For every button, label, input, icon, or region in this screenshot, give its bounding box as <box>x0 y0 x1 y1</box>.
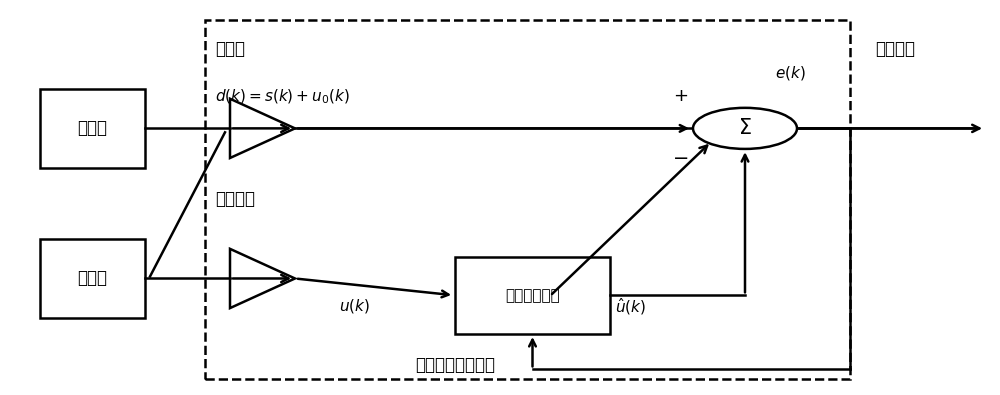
Text: −: − <box>673 149 689 168</box>
Text: $e(k)$: $e(k)$ <box>775 64 806 82</box>
Text: 信号源: 信号源 <box>78 119 108 137</box>
Text: $d(k)=s(k)+u_0(k)$: $d(k)=s(k)+u_0(k)$ <box>215 88 350 106</box>
FancyBboxPatch shape <box>455 257 610 334</box>
Circle shape <box>693 108 797 149</box>
Text: 自适应滤波器: 自适应滤波器 <box>505 288 560 303</box>
Text: 噪声源: 噪声源 <box>78 269 108 288</box>
Polygon shape <box>230 249 295 308</box>
Text: $\mathbf{\mathit{u}}(k)$: $\mathbf{\mathit{u}}(k)$ <box>339 297 371 315</box>
Polygon shape <box>230 99 295 158</box>
Text: $\Sigma$: $\Sigma$ <box>738 118 752 138</box>
Text: 自适应噪声对消器: 自适应噪声对消器 <box>415 356 495 374</box>
Text: +: + <box>673 87 688 105</box>
Text: $\hat{u}(k)$: $\hat{u}(k)$ <box>615 296 646 316</box>
Text: 参考信号: 参考信号 <box>215 190 255 209</box>
FancyBboxPatch shape <box>40 89 145 168</box>
Text: 输出信号: 输出信号 <box>875 40 915 58</box>
FancyBboxPatch shape <box>40 239 145 318</box>
Text: 主信号: 主信号 <box>215 40 245 58</box>
